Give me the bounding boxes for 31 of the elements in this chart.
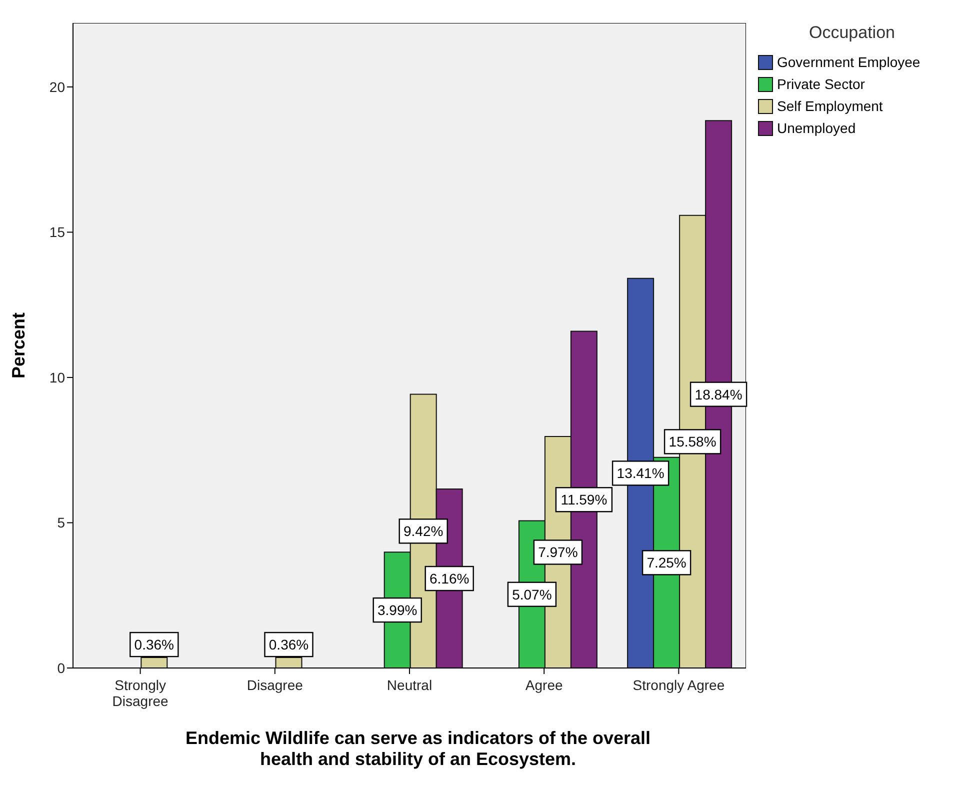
y-tick-label: 15: [49, 224, 66, 240]
data-label: 3.99%: [378, 602, 418, 618]
data-label: 7.97%: [538, 544, 578, 560]
y-tick-label: 10: [49, 369, 66, 386]
data-label: 6.16%: [430, 570, 470, 587]
legend-label: Self Employment: [777, 98, 883, 114]
data-label: 0.36%: [134, 636, 174, 653]
y-tick-label: 0: [57, 660, 66, 676]
data-label: 7.25%: [646, 554, 686, 571]
y-axis-title: Percent: [8, 312, 28, 379]
data-label: 5.07%: [512, 586, 552, 602]
data-label: 0.36%: [268, 636, 309, 653]
legend-title: Occupation: [808, 23, 896, 43]
x-axis-title: Endemic Wildlife can serve as indicators of the overall health and stability of an Ecosystem.: [184, 728, 652, 770]
data-label: 15.58%: [668, 434, 716, 450]
x-tick-label: Strongly Disagree: [112, 677, 169, 709]
data-label: 11.59%: [560, 492, 608, 508]
data-label: 18.84%: [694, 386, 742, 402]
data-label: 13.41%: [616, 465, 664, 482]
y-tick-label: 5: [57, 514, 66, 531]
data-label: 9.42%: [404, 523, 444, 540]
x-tick-label: Neutral: [386, 677, 432, 693]
x-tick-label: Agree: [525, 677, 563, 693]
bar: [140, 657, 168, 668]
x-tick-label: Disagree: [246, 677, 304, 693]
y-tick-label: 20: [49, 78, 66, 95]
legend-label: Private Sector: [777, 76, 865, 92]
bar: [275, 657, 302, 668]
legend-label: Unemployed: [777, 120, 856, 136]
legend-label: Government Employee: [777, 54, 920, 70]
x-tick-label: Strongly Agree: [632, 677, 725, 693]
